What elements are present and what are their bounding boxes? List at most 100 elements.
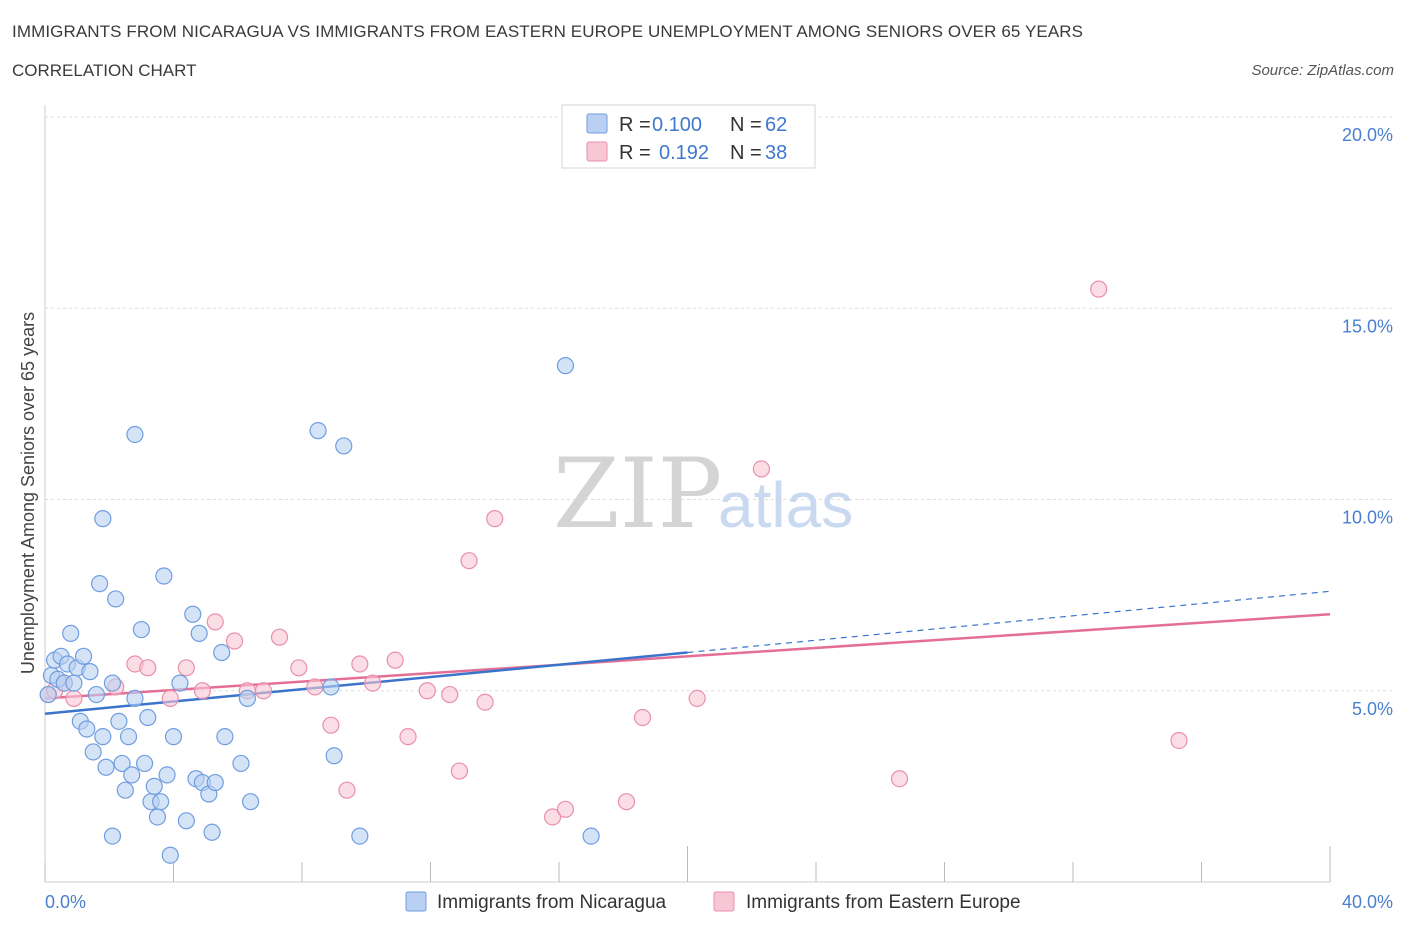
point-nicaragua-45: [206, 773, 224, 792]
point-nicaragua-26: [126, 689, 144, 708]
point-nicaragua-39: [177, 812, 195, 830]
y-tick-label-0: 5.0%: [1352, 699, 1393, 719]
point-nicaragua-29: [135, 754, 154, 773]
series-legend: Immigrants from Nicaragua Immigrants fro…: [405, 891, 1021, 913]
point-eastern-europe-31: [617, 793, 636, 811]
legend-n-value-1: 62: [765, 114, 787, 136]
trendline-eastern-europe: [44, 613, 1331, 700]
legend-n-label-1: N =: [730, 114, 762, 136]
bottom-legend-swatch-eastern-europe: [713, 891, 735, 912]
point-nicaragua-56: [161, 846, 179, 864]
point-eastern-europe-15: [290, 659, 308, 677]
point-nicaragua-54: [335, 437, 353, 455]
y-tick-label-3: 20.0%: [1342, 125, 1393, 145]
x-tick-label-right: 40.0%: [1342, 892, 1393, 912]
point-nicaragua-23: [116, 781, 134, 799]
point-nicaragua-7: [65, 674, 83, 692]
point-eastern-europe-18: [338, 781, 356, 799]
point-eastern-europe-22: [399, 728, 417, 746]
chart-title: IMMIGRANTS FROM NICARAGUA VS IMMIGRANTS …: [12, 22, 1084, 41]
point-eastern-europe-26: [460, 552, 478, 570]
point-nicaragua-50: [242, 793, 260, 811]
point-nicaragua-58: [103, 827, 122, 845]
point-eastern-europe-32: [633, 708, 652, 727]
point-eastern-europe-30: [556, 800, 575, 818]
point-nicaragua-28: [132, 620, 150, 639]
point-eastern-europe-24: [441, 685, 459, 704]
y-axis-label: Unemployment Among Seniors over 65 years: [18, 312, 38, 674]
point-nicaragua-36: [158, 766, 176, 784]
axes: [44, 105, 1331, 883]
point-nicaragua-11: [78, 720, 96, 738]
point-nicaragua-38: [171, 674, 189, 692]
point-eastern-europe-19: [351, 655, 369, 673]
watermark-zip: ZIP: [553, 438, 722, 550]
y-tick-label-2: 15.0%: [1342, 316, 1393, 336]
point-nicaragua-22: [113, 754, 131, 773]
point-eastern-europe-28: [486, 510, 504, 528]
point-nicaragua-12: [81, 663, 99, 681]
point-eastern-europe-16: [306, 678, 324, 696]
point-nicaragua-10: [74, 647, 93, 665]
point-eastern-europe-11: [225, 632, 244, 650]
legend-n-label-2: N =: [730, 142, 762, 164]
point-eastern-europe-23: [418, 682, 436, 700]
point-nicaragua-24: [119, 728, 138, 746]
point-eastern-europe-21: [386, 651, 404, 669]
point-nicaragua-52: [322, 678, 340, 696]
point-eastern-europe-14: [270, 628, 289, 646]
point-eastern-europe-33: [688, 689, 706, 708]
point-nicaragua-59: [351, 827, 369, 845]
watermark: ZIP atlas: [553, 438, 853, 550]
legend-r-value-2: 0.192: [659, 142, 709, 164]
point-nicaragua-17: [94, 510, 112, 528]
data-points: [39, 280, 1188, 864]
tick-labels: 5.0% 10.0% 15.0% 20.0% 0.0% 40.0%: [45, 125, 1393, 912]
point-eastern-europe-34: [752, 460, 770, 478]
chart-subtitle: CORRELATION CHART: [12, 61, 197, 80]
point-nicaragua-55: [556, 357, 575, 375]
point-nicaragua-48: [232, 754, 250, 773]
point-nicaragua-16: [94, 728, 112, 746]
bottom-legend-label-nicaragua: Immigrants from Nicaragua: [437, 892, 667, 913]
point-nicaragua-15: [91, 575, 109, 593]
correlation-legend: R = 0.100 N = 62 R = 0.192 N = 38: [561, 104, 816, 169]
point-eastern-europe-7: [161, 689, 179, 708]
point-eastern-europe-13: [254, 682, 273, 700]
point-nicaragua-40: [184, 605, 202, 623]
point-nicaragua-13: [84, 743, 102, 761]
point-eastern-europe-35: [890, 770, 909, 788]
point-nicaragua-49: [238, 689, 256, 708]
point-nicaragua-37: [164, 728, 183, 746]
legend-r-label-1: R =: [619, 114, 651, 136]
point-nicaragua-34: [152, 793, 170, 811]
legend-swatch-nicaragua: [586, 113, 608, 134]
point-eastern-europe-27: [476, 693, 494, 711]
bottom-legend-swatch-nicaragua: [405, 891, 427, 912]
point-eastern-europe-36: [1090, 280, 1108, 298]
point-eastern-europe-6: [139, 659, 157, 677]
point-eastern-europe-37: [1170, 731, 1188, 750]
point-nicaragua-53: [325, 747, 343, 765]
y-tick-label-1: 10.0%: [1342, 508, 1393, 528]
point-nicaragua-61: [39, 685, 57, 704]
legend-r-label-2: R =: [619, 142, 651, 164]
point-eastern-europe-17: [322, 716, 340, 734]
point-eastern-europe-29: [543, 808, 562, 826]
legend-r-value-1: 0.100: [652, 114, 702, 136]
trendline-nicaragua-extension: [687, 590, 1331, 654]
point-nicaragua-32: [145, 777, 163, 795]
legend-swatch-eastern-europe: [586, 141, 608, 162]
bottom-legend-label-eastern-europe: Immigrants from Eastern Europe: [746, 892, 1021, 913]
point-eastern-europe-25: [450, 762, 469, 780]
point-nicaragua-14: [87, 685, 106, 704]
point-eastern-europe-3: [65, 689, 83, 708]
point-eastern-europe-9: [193, 682, 212, 700]
point-nicaragua-57: [203, 823, 221, 841]
point-nicaragua-19: [103, 674, 122, 692]
x-tick-label-left: 0.0%: [45, 892, 86, 912]
watermark-atlas: atlas: [718, 469, 853, 541]
point-nicaragua-21: [110, 712, 128, 730]
point-nicaragua-47: [216, 728, 234, 746]
